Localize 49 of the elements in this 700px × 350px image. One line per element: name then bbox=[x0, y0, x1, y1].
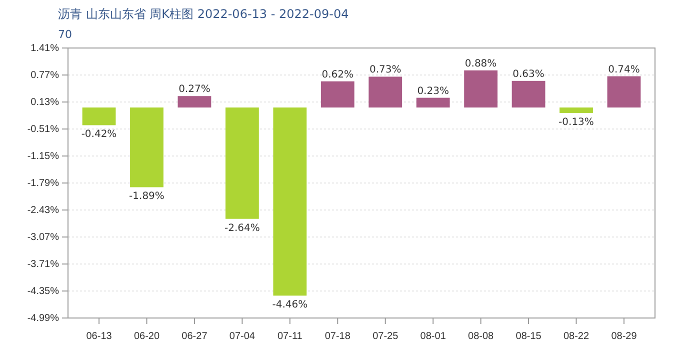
y-tick-label: -3.71% bbox=[27, 259, 60, 270]
chart-subtitle: 70 bbox=[58, 28, 72, 41]
data-label: 0.62% bbox=[322, 69, 354, 80]
y-tick-label: -4.35% bbox=[27, 286, 60, 298]
x-tick-label: 06-27 bbox=[182, 331, 208, 342]
data-label: 0.27% bbox=[178, 84, 210, 96]
bar bbox=[368, 76, 402, 108]
bar bbox=[560, 107, 593, 113]
x-tick-label: 06-20 bbox=[134, 331, 160, 342]
data-label: 0.63% bbox=[512, 68, 544, 80]
bar bbox=[178, 96, 212, 108]
bar bbox=[273, 107, 307, 296]
bar bbox=[130, 107, 164, 188]
x-tick-label: 07-25 bbox=[372, 331, 399, 342]
data-label: 0.74% bbox=[608, 64, 640, 76]
data-label: -0.42% bbox=[81, 129, 117, 140]
data-label: 0.23% bbox=[417, 86, 449, 97]
bar bbox=[607, 76, 641, 108]
data-label: 0.88% bbox=[464, 58, 497, 70]
x-tick-label: 06-13 bbox=[86, 331, 112, 342]
x-tick-label: 08-22 bbox=[563, 331, 590, 342]
bar bbox=[416, 98, 450, 108]
bar bbox=[82, 107, 116, 126]
bar bbox=[512, 80, 546, 108]
chart-title: 沥青 山东山东省 周K柱图 2022-06-13 - 2022-09-04 bbox=[58, 7, 349, 21]
y-tick-label: -4.99% bbox=[27, 313, 60, 324]
y-tick-label: -0.51% bbox=[27, 124, 60, 136]
x-tick-label: 08-08 bbox=[468, 331, 494, 342]
data-label: 0.73% bbox=[369, 64, 402, 76]
x-tick-label: 07-11 bbox=[277, 331, 303, 342]
x-tick-label: 08-01 bbox=[420, 331, 446, 342]
bar bbox=[464, 70, 498, 108]
y-tick-label: -3.07% bbox=[27, 232, 60, 244]
data-label: -2.64% bbox=[224, 222, 260, 234]
x-tick-label: 07-18 bbox=[324, 331, 351, 342]
y-tick-label: 0.13% bbox=[30, 97, 60, 108]
data-label: -0.13% bbox=[558, 116, 594, 128]
y-tick-label: 0.77% bbox=[30, 70, 60, 82]
y-tick-label: -1.15% bbox=[27, 151, 60, 162]
x-tick-label: 08-29 bbox=[611, 331, 638, 342]
y-tick-label: -2.43% bbox=[27, 205, 60, 216]
bar bbox=[225, 107, 259, 219]
x-tick-label: 08-15 bbox=[516, 331, 542, 342]
data-label: -1.89% bbox=[129, 191, 164, 202]
y-tick-label: -1.79% bbox=[27, 178, 60, 190]
data-label: -4.46% bbox=[272, 300, 308, 311]
bar bbox=[320, 81, 354, 108]
x-tick-label: 07-04 bbox=[229, 331, 256, 342]
y-tick-label: 1.41% bbox=[30, 43, 60, 54]
